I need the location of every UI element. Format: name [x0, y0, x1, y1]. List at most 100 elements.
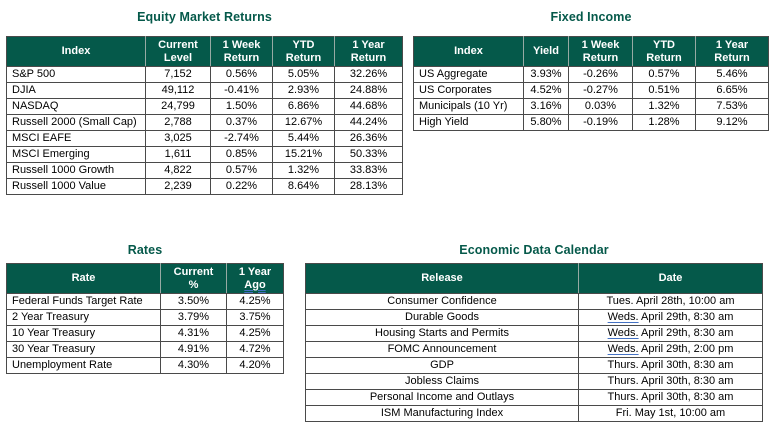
- table-cell: 5.44%: [272, 130, 335, 147]
- table-cell: 44.68%: [334, 98, 403, 115]
- table-cell: 10 Year Treasury: [6, 325, 161, 342]
- table-cell: 2,239: [145, 178, 211, 195]
- table-cell: Thurs. April 30th, 8:30 am: [578, 357, 763, 374]
- table-cell: -0.26%: [568, 66, 633, 83]
- cell-text: 1 Year: [238, 265, 272, 278]
- table-cell: 3.79%: [160, 309, 227, 326]
- grammar-underlined-text: Ago: [244, 278, 266, 291]
- table-cell: 3.16%: [523, 98, 569, 115]
- table-cell: 4.30%: [160, 357, 227, 374]
- table-cell: 4.25%: [226, 293, 284, 310]
- table-row: GDP Thurs. April 30th, 8:30 am: [305, 357, 763, 374]
- table-row: Jobless Claims Thurs. April 30th, 8:30 am: [305, 373, 763, 390]
- table-cell: Municipals (10 Yr): [413, 98, 524, 115]
- header-row: Rate Current % 1 Year Ago: [6, 263, 284, 294]
- table-cell: 0.57%: [632, 66, 696, 83]
- table-cell: Weds. April 29th, 8:30 am: [578, 325, 763, 342]
- table-cell: Tues. April 28th, 10:00 am: [578, 293, 763, 310]
- table-cell: 15.21%: [272, 146, 335, 163]
- fixed-income-table-title: Fixed Income: [550, 10, 632, 24]
- table-cell: GDP: [305, 357, 579, 374]
- table-cell: S&P 500: [6, 66, 146, 83]
- table-row: 10 Year Treasury 4.31% 4.25%: [6, 325, 284, 342]
- table-cell: 9.12%: [695, 114, 769, 131]
- table-cell: 4.52%: [523, 82, 569, 99]
- table-row: Municipals (10 Yr) 3.16% 0.03% 1.32% 7.53%: [413, 98, 769, 115]
- table-cell: Durable Goods: [305, 309, 579, 326]
- table-cell: 0.37%: [210, 114, 273, 131]
- table-row: Russell 1000 Growth 4,822 0.57% 1.32% 33.83%: [6, 162, 403, 179]
- table-row: DJIA 49,112 -0.41% 2.93% 24.88%: [6, 82, 403, 99]
- table-cell: 2 Year Treasury: [6, 309, 161, 326]
- table-cell: 4.91%: [160, 341, 227, 358]
- table-cell: 6.65%: [695, 82, 769, 99]
- table-cell: 1.32%: [272, 162, 335, 179]
- table-row: NASDAQ 24,799 1.50% 6.86% 44.68%: [6, 98, 403, 115]
- column-header: Yield: [523, 36, 569, 67]
- equity-table-title: Equity Market Returns: [137, 10, 272, 24]
- table-cell: 0.51%: [632, 82, 696, 99]
- table-row: Personal Income and Outlays Thurs. April …: [305, 389, 763, 406]
- table-cell: High Yield: [413, 114, 524, 131]
- header-row: Index Current Level 1 Week Return YTD Retur…: [6, 36, 403, 67]
- table-cell: US Corporates: [413, 82, 524, 99]
- column-header: Index: [413, 36, 524, 67]
- equity-returns-table: Index Current Level 1 Week Return YTD Retur…: [6, 36, 403, 195]
- column-header: Current Level: [145, 36, 211, 67]
- economic-calendar-table: Release Date Consumer Confidence Tues. Apri…: [305, 263, 763, 422]
- table-row: FOMC Announcement Weds. April 29th, 2:00 …: [305, 341, 763, 358]
- column-header: 1 Year Return: [334, 36, 403, 67]
- cell-text: April 29th, 2:00 pm: [638, 343, 734, 356]
- rates-table-title: Rates: [127, 243, 163, 257]
- grammar-underlined-text: Weds.: [607, 327, 639, 340]
- column-header: Release: [305, 263, 579, 294]
- table-cell: -2.74%: [210, 130, 273, 147]
- table-cell: 24,799: [145, 98, 211, 115]
- table-cell: FOMC Announcement: [305, 341, 579, 358]
- column-header: 1 Week Return: [568, 36, 633, 67]
- table-cell: 3.50%: [160, 293, 227, 310]
- table-cell: ISM Manufacturing Index: [305, 405, 579, 422]
- column-header: YTD Return: [272, 36, 335, 67]
- column-header: 1 Week Return: [210, 36, 273, 67]
- economic-calendar-title: Economic Data Calendar: [459, 243, 609, 257]
- table-cell: Personal Income and Outlays: [305, 389, 579, 406]
- table-cell: 5.05%: [272, 66, 335, 83]
- table-cell: 0.85%: [210, 146, 273, 163]
- table-cell: Thurs. April 30th, 8:30 am: [578, 389, 763, 406]
- table-cell: 28.13%: [334, 178, 403, 195]
- rates-table: Rate Current % 1 Year Ago Federal Funds Tar…: [6, 263, 284, 374]
- table-cell: DJIA: [6, 82, 146, 99]
- table-cell: 24.88%: [334, 82, 403, 99]
- table-cell: 32.26%: [334, 66, 403, 83]
- table-cell: -0.27%: [568, 82, 633, 99]
- table-row: Housing Starts and Permits Weds. April 29…: [305, 325, 763, 342]
- table-cell: NASDAQ: [6, 98, 146, 115]
- table-row: High Yield 5.80% -0.19% 1.28% 9.12%: [413, 114, 769, 131]
- table-cell: 6.86%: [272, 98, 335, 115]
- table-cell: Russell 2000 (Small Cap): [6, 114, 146, 131]
- table-cell: 3.93%: [523, 66, 569, 83]
- table-cell: Unemployment Rate: [6, 357, 161, 374]
- cell-text: April 29th, 8:30 am: [638, 311, 734, 324]
- table-cell: 3.75%: [226, 309, 284, 326]
- table-cell: 44.24%: [334, 114, 403, 131]
- table-cell: MSCI EAFE: [6, 130, 146, 147]
- table-row: MSCI EAFE 3,025 -2.74% 5.44% 26.36%: [6, 130, 403, 147]
- table-cell: 4.20%: [226, 357, 284, 374]
- table-cell: 3,025: [145, 130, 211, 147]
- grammar-underlined-text: Weds.: [607, 311, 639, 324]
- table-cell: 1.32%: [632, 98, 696, 115]
- fixed-income-table: Index Yield 1 Week Return YTD Return 1 Year …: [413, 36, 769, 131]
- table-cell: Jobless Claims: [305, 373, 579, 390]
- header-row: Index Yield 1 Week Return YTD Return 1 Year …: [413, 36, 769, 67]
- column-header: Index: [6, 36, 146, 67]
- table-row: Federal Funds Target Rate 3.50% 4.25%: [6, 293, 284, 310]
- grammar-underlined-text: Weds.: [607, 343, 639, 356]
- table-cell: Consumer Confidence: [305, 293, 579, 310]
- table-row: Unemployment Rate 4.30% 4.20%: [6, 357, 284, 374]
- table-cell: -0.41%: [210, 82, 273, 99]
- table-cell: 4,822: [145, 162, 211, 179]
- column-header: Current %: [160, 263, 227, 294]
